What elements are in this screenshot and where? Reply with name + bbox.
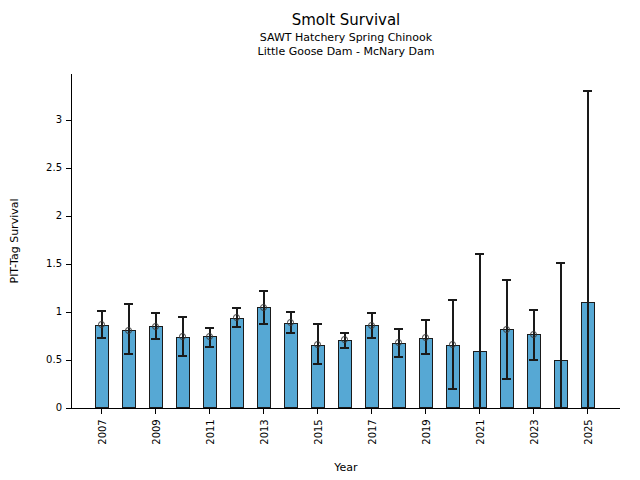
errorbar-cap-high-2007 bbox=[97, 310, 106, 312]
errorbar-cap-high-2015 bbox=[313, 323, 322, 325]
y-tick bbox=[66, 408, 71, 409]
errorbar-cap-high-2012 bbox=[232, 307, 241, 309]
x-tick-label: 2011 bbox=[204, 419, 215, 444]
chart-subtitle-line2: Little Goose Dam - McNary Dam bbox=[72, 45, 620, 58]
errorbar-cap-high-2024 bbox=[556, 262, 565, 264]
errorbar-cap-low-2018 bbox=[394, 356, 403, 358]
errorbar-cap-high-2013 bbox=[259, 290, 268, 292]
errorbar-cap-low-2023 bbox=[529, 359, 538, 361]
y-tick bbox=[66, 120, 71, 121]
errorbar-cap-high-2020 bbox=[448, 299, 457, 301]
bar-2012 bbox=[230, 318, 244, 408]
errorbar-cap-low-2022 bbox=[502, 378, 511, 380]
errorbar-cap-high-2011 bbox=[205, 327, 214, 329]
errorbar-cap-high-2009 bbox=[151, 312, 160, 314]
errorbar-cap-high-2010 bbox=[178, 316, 187, 318]
errorbar-2024 bbox=[560, 263, 562, 408]
y-tick-label: 1.5 bbox=[32, 258, 62, 270]
x-tick-label: 2021 bbox=[474, 419, 485, 444]
x-tick bbox=[209, 409, 210, 414]
errorbar-cap-high-2014 bbox=[286, 311, 295, 313]
y-tick bbox=[66, 360, 71, 361]
errorbar-2021 bbox=[479, 254, 481, 408]
errorbar-cap-low-2012 bbox=[232, 326, 241, 328]
x-tick bbox=[425, 409, 426, 414]
marker-2008 bbox=[125, 327, 132, 334]
errorbar-cap-low-2011 bbox=[205, 346, 214, 348]
bar-2014 bbox=[284, 323, 298, 408]
errorbar-cap-high-2017 bbox=[367, 312, 376, 314]
errorbar-cap-high-2018 bbox=[394, 328, 403, 330]
errorbar-cap-high-2025 bbox=[583, 90, 592, 92]
x-tick-label: 2015 bbox=[312, 419, 323, 444]
errorbar-cap-high-2008 bbox=[124, 303, 133, 305]
x-tick bbox=[263, 409, 264, 414]
x-tick bbox=[533, 409, 534, 414]
marker-2022 bbox=[503, 326, 510, 333]
y-tick-label: 2 bbox=[32, 210, 62, 222]
y-tick bbox=[66, 312, 71, 313]
x-tick bbox=[587, 409, 588, 414]
errorbar-cap-high-2021 bbox=[475, 253, 484, 255]
x-tick-label: 2007 bbox=[96, 419, 107, 444]
errorbar-cap-high-2016 bbox=[340, 332, 349, 334]
y-tick bbox=[66, 264, 71, 265]
y-tick bbox=[66, 216, 71, 217]
x-tick-label: 2013 bbox=[258, 419, 269, 444]
x-tick-label: 2019 bbox=[420, 419, 431, 444]
errorbar-cap-low-2009 bbox=[151, 338, 160, 340]
errorbar-cap-low-2008 bbox=[124, 353, 133, 355]
y-axis-label: PIT-Tag Survival bbox=[8, 198, 21, 283]
y-tick-label: 2.5 bbox=[32, 162, 62, 174]
y-axis-spine bbox=[71, 74, 72, 409]
y-tick-label: 1 bbox=[32, 306, 62, 318]
errorbar-cap-low-2013 bbox=[259, 323, 268, 325]
y-tick-label: 3 bbox=[32, 114, 62, 126]
errorbar-cap-high-2019 bbox=[421, 319, 430, 321]
chart-title: Smolt Survival bbox=[72, 11, 620, 29]
y-tick bbox=[66, 168, 71, 169]
x-axis-label: Year bbox=[72, 461, 620, 474]
errorbar-cap-low-2020 bbox=[448, 388, 457, 390]
errorbar-2025 bbox=[587, 91, 589, 408]
errorbar-cap-low-2019 bbox=[421, 353, 430, 355]
x-tick bbox=[371, 409, 372, 414]
bar-2016 bbox=[338, 340, 352, 408]
errorbar-cap-high-2023 bbox=[529, 309, 538, 311]
errorbar-cap-low-2016 bbox=[340, 347, 349, 349]
x-tick bbox=[317, 409, 318, 414]
x-tick bbox=[155, 409, 156, 414]
x-tick bbox=[479, 409, 480, 414]
x-tick-label: 2025 bbox=[582, 419, 593, 444]
chart-subtitle-line1: SAWT Hatchery Spring Chinook bbox=[72, 31, 620, 44]
smolt-survival-chart: Smolt Survival SAWT Hatchery Spring Chin… bbox=[0, 0, 640, 480]
marker-2023 bbox=[530, 331, 537, 338]
y-tick-label: 0.5 bbox=[32, 354, 62, 366]
errorbar-cap-low-2015 bbox=[313, 363, 322, 365]
errorbar-cap-low-2007 bbox=[97, 337, 106, 339]
x-axis-spine bbox=[71, 408, 620, 409]
x-tick-label: 2017 bbox=[366, 419, 377, 444]
errorbar-cap-high-2022 bbox=[502, 279, 511, 281]
marker-2013 bbox=[260, 304, 267, 311]
x-tick bbox=[101, 409, 102, 414]
errorbar-cap-low-2017 bbox=[367, 337, 376, 339]
x-tick-label: 2023 bbox=[528, 419, 539, 444]
errorbar-cap-low-2014 bbox=[286, 332, 295, 334]
errorbar-cap-low-2010 bbox=[178, 355, 187, 357]
marker-2011 bbox=[206, 333, 213, 340]
y-tick-label: 0 bbox=[32, 402, 62, 414]
x-tick-label: 2009 bbox=[150, 419, 161, 444]
